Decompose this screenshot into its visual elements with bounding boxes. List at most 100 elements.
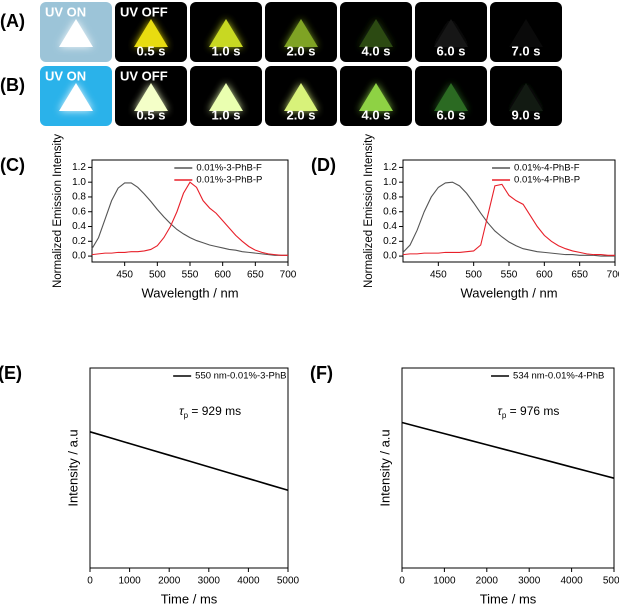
- legend-label: 534 nm-0.01%-4-PhB: [513, 371, 604, 382]
- x-tick-label: 500: [465, 270, 482, 281]
- y-tick-label: 1.2: [72, 162, 86, 173]
- x-tick-label: 550: [182, 270, 199, 281]
- series-line: [402, 183, 615, 256]
- annotation-symbol: τ: [179, 404, 185, 418]
- x-tick-label: 4000: [560, 576, 583, 587]
- panel-label: (E): [0, 363, 22, 383]
- x-axis-label: Wavelength / nm: [141, 285, 238, 300]
- tile-label: 2.0 s: [287, 43, 316, 58]
- tile-label: UV OFF: [120, 4, 168, 19]
- x-tick-label: 3000: [518, 576, 541, 587]
- tile-label: 1.0 s: [212, 107, 241, 122]
- annotation-text: = 976 ms: [506, 404, 559, 418]
- y-tick-label: 0.2: [72, 236, 86, 247]
- tile-label: UV OFF: [120, 68, 168, 83]
- triangle: [59, 83, 93, 111]
- panel-label: (C): [0, 155, 25, 175]
- tile-label: 6.0 s: [437, 107, 466, 122]
- series-line: [91, 182, 288, 256]
- x-tick-label: 0: [87, 576, 93, 587]
- triangle: [284, 83, 318, 111]
- tile-label: 0.5 s: [137, 107, 166, 122]
- y-tick-label: 0.8: [72, 192, 86, 203]
- y-axis-label: Normalized Emission Intensity: [363, 134, 375, 288]
- annotation-text: = 929 ms: [188, 404, 241, 418]
- x-tick-label: 2000: [158, 576, 181, 587]
- triangle: [359, 83, 393, 111]
- legend-label: 550 nm-0.01%-3-PhB: [195, 371, 286, 382]
- x-tick-label: 1000: [433, 576, 456, 587]
- tile-label: 6.0 s: [437, 43, 466, 58]
- y-tick-label: 0.6: [383, 206, 397, 217]
- tile-label: 7.0 s: [512, 43, 541, 58]
- annotation-symbol: τ: [497, 404, 503, 418]
- triangle: [209, 19, 243, 47]
- triangle: [134, 19, 168, 47]
- panel-label: (A): [0, 11, 25, 31]
- x-tick-label: 5000: [603, 576, 619, 587]
- panel-label: (F): [310, 363, 333, 383]
- x-tick-label: 2000: [476, 576, 499, 587]
- tile-label: 0.5 s: [137, 43, 166, 58]
- y-tick-label: 0.4: [72, 221, 86, 232]
- legend-label: 0.01%-3-PhB-P: [196, 175, 262, 186]
- triangle: [434, 19, 468, 47]
- panel-label: (B): [0, 75, 25, 95]
- y-tick-label: 0.0: [383, 251, 397, 262]
- tile-label: UV ON: [45, 4, 86, 19]
- y-axis-label: Intensity / a.u: [65, 429, 80, 506]
- series-line: [401, 421, 615, 479]
- x-tick-label: 3000: [198, 576, 221, 587]
- annotation-subscript: p: [502, 411, 507, 420]
- tile-label: 4.0 s: [362, 107, 391, 122]
- x-tick-label: 650: [571, 270, 588, 281]
- y-tick-label: 0.8: [383, 192, 397, 203]
- x-axis-label: Time / ms: [161, 591, 218, 606]
- x-tick-label: 600: [214, 270, 231, 281]
- legend-label: 0.01%-3-PhB-F: [196, 163, 262, 174]
- y-axis-label: Intensity / a.u: [377, 429, 392, 506]
- tile-label: 4.0 s: [362, 43, 391, 58]
- x-tick-label: 450: [430, 270, 447, 281]
- x-axis-label: Time / ms: [480, 591, 537, 606]
- plot-frame: [401, 367, 615, 569]
- annotation-subscript: p: [184, 411, 189, 420]
- series-line: [402, 181, 615, 257]
- y-tick-label: 1.0: [383, 177, 397, 188]
- triangle: [209, 83, 243, 111]
- series-line: [91, 181, 288, 256]
- x-tick-label: 4000: [237, 576, 260, 587]
- x-tick-label: 600: [536, 270, 553, 281]
- y-tick-label: 1.0: [72, 177, 86, 188]
- triangle: [434, 83, 468, 111]
- x-tick-label: 450: [116, 270, 133, 281]
- annotation: τp = 929 ms: [179, 404, 241, 420]
- y-tick-label: 0.6: [72, 206, 86, 217]
- plot-frame: [89, 367, 289, 569]
- triangle: [134, 83, 168, 111]
- plot-frame: [402, 159, 616, 263]
- x-tick-label: 1000: [118, 576, 141, 587]
- x-tick-label: 650: [247, 270, 264, 281]
- triangle: [509, 83, 543, 111]
- panel-label: (D): [311, 155, 336, 175]
- y-axis-label: Normalized Emission Intensity: [52, 134, 64, 288]
- triangle: [359, 19, 393, 47]
- tile-label: UV ON: [45, 68, 86, 83]
- y-tick-label: 1.2: [383, 162, 397, 173]
- y-tick-label: 0.0: [72, 251, 86, 262]
- x-tick-label: 5000: [277, 576, 300, 587]
- y-tick-label: 0.2: [383, 236, 397, 247]
- x-tick-label: 500: [149, 270, 166, 281]
- y-tick-label: 0.4: [383, 221, 397, 232]
- annotation: τp = 976 ms: [497, 404, 559, 420]
- x-tick-label: 700: [607, 270, 619, 281]
- tile-label: 2.0 s: [287, 107, 316, 122]
- triangle: [509, 19, 543, 47]
- tile-label: 1.0 s: [212, 43, 241, 58]
- series-line: [89, 431, 289, 492]
- tile-label: 9.0 s: [512, 107, 541, 122]
- x-tick-label: 550: [501, 270, 518, 281]
- triangle: [59, 19, 93, 47]
